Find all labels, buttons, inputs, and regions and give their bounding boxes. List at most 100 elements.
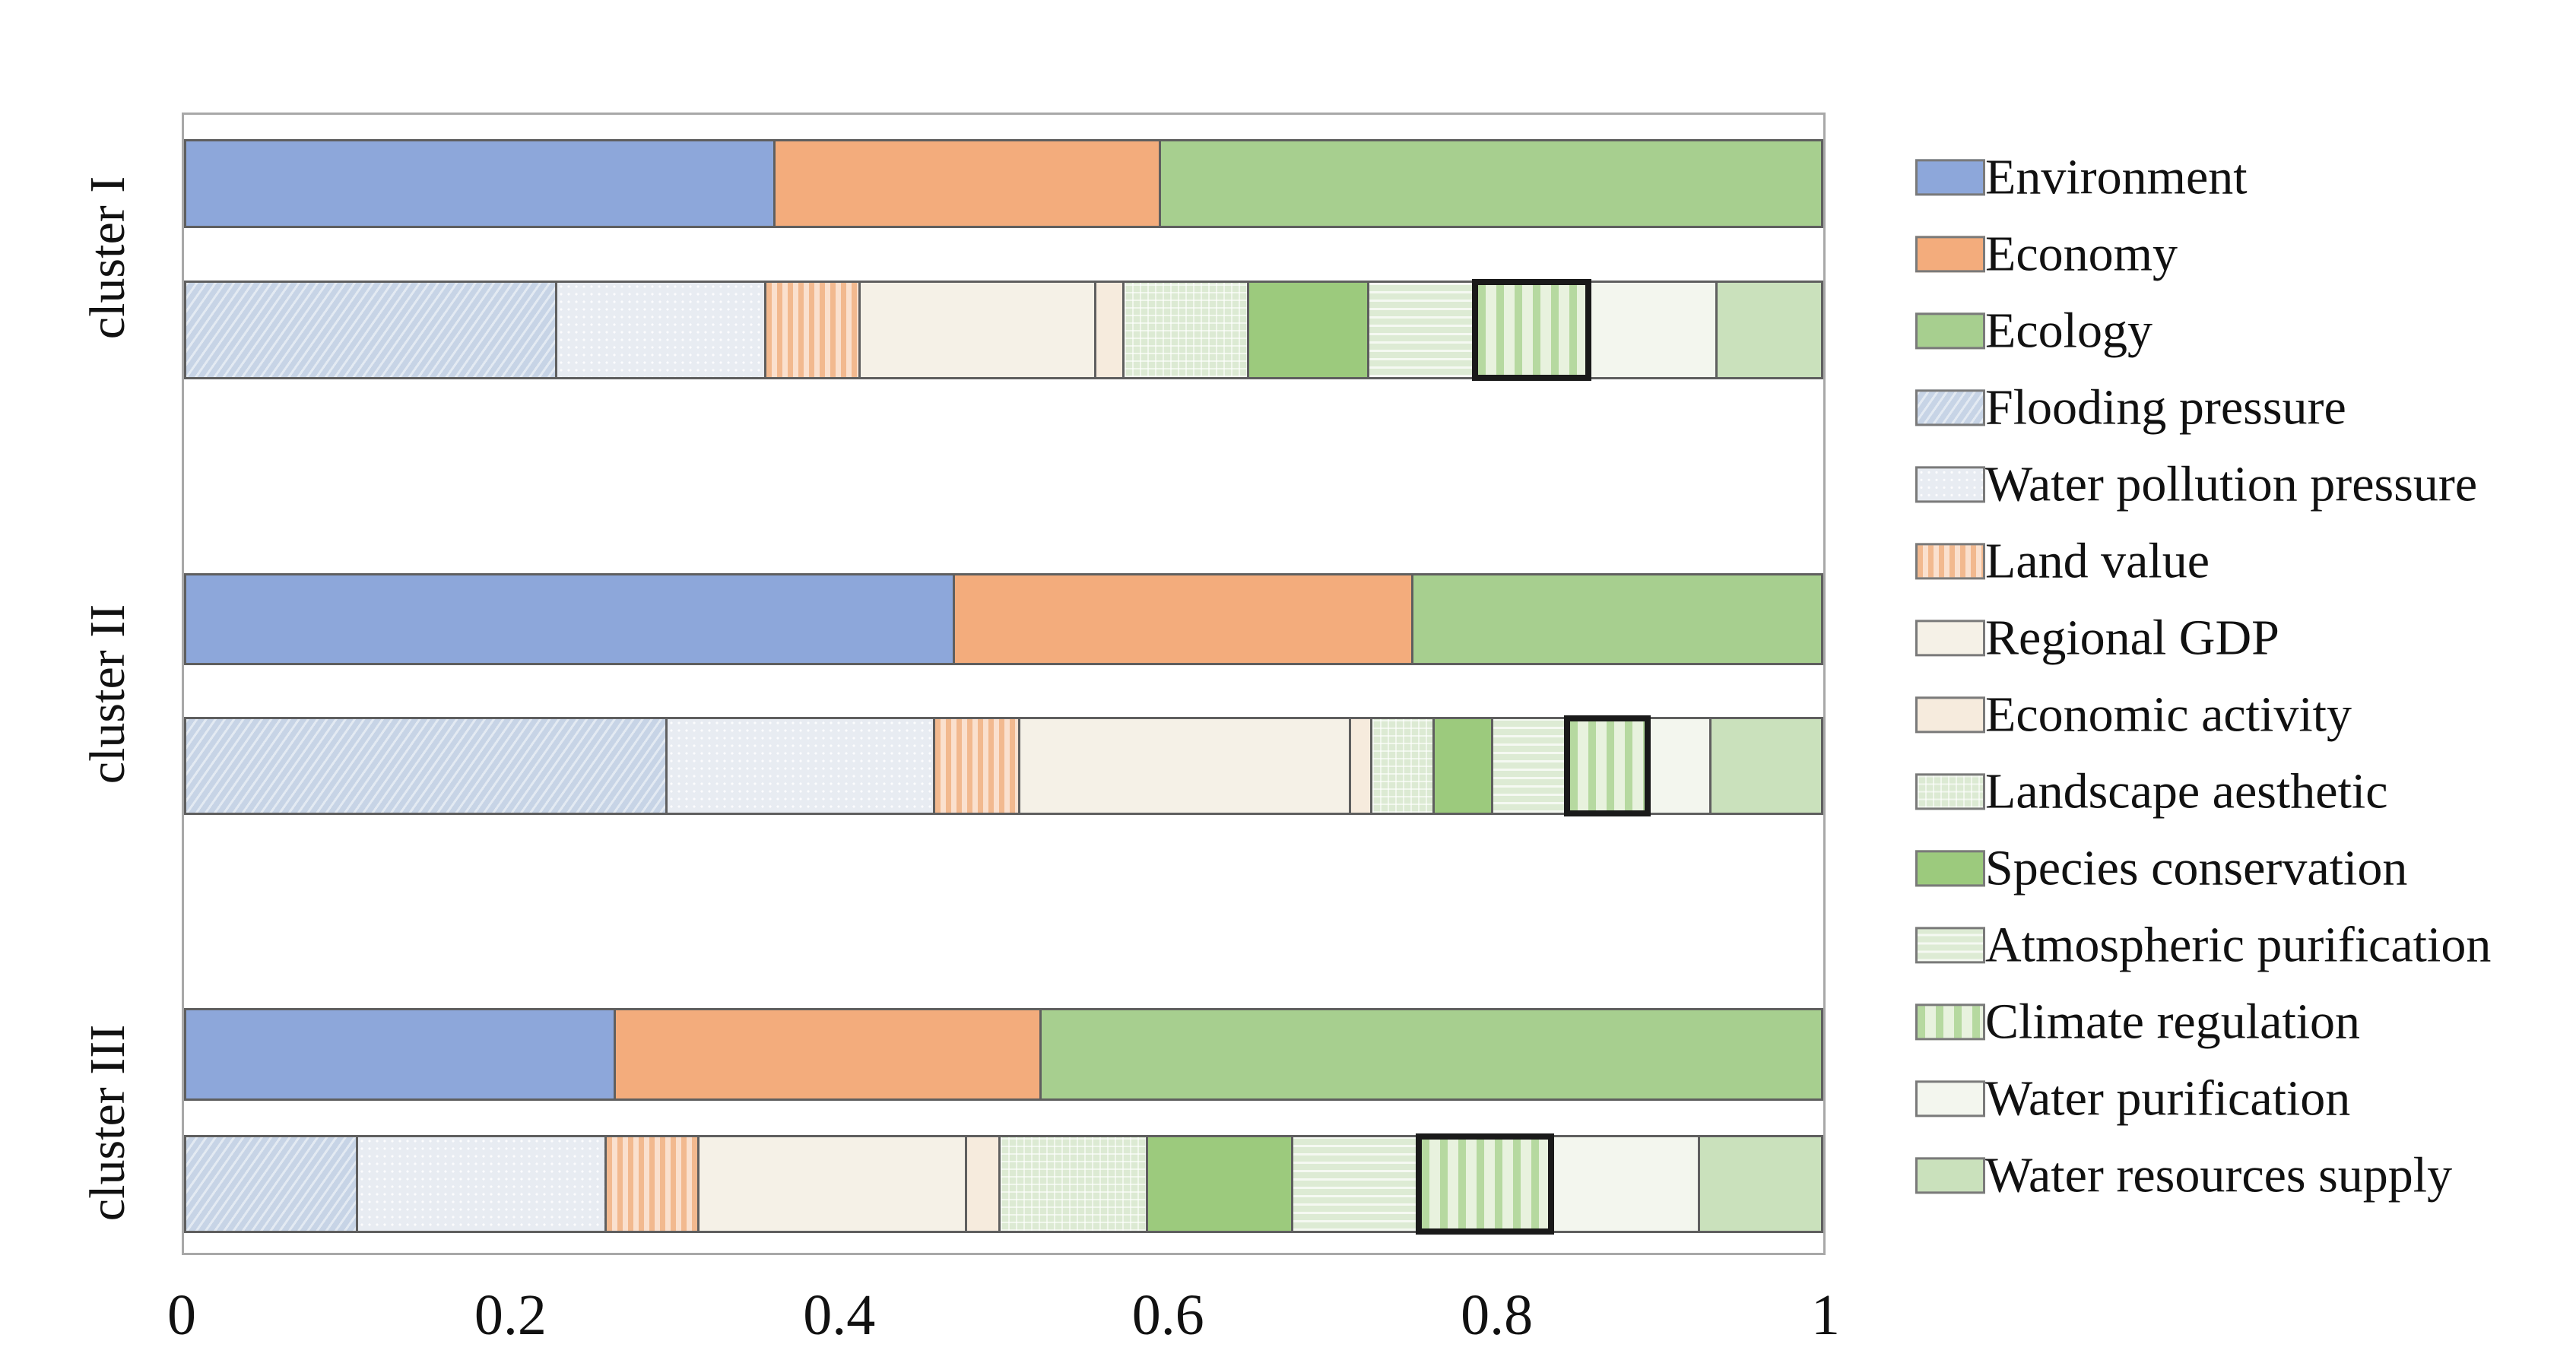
- legend-swatch-economy: [1915, 235, 1985, 272]
- land-value-segment: [604, 1137, 697, 1232]
- land-value-segment: [763, 283, 858, 377]
- legend-swatch-environment: [1915, 158, 1985, 195]
- legend-item-flooding-pressure: Flooding pressure: [1915, 379, 2346, 436]
- x-tick-label-0-2: 0.2: [474, 1283, 547, 1347]
- economy-segment: [613, 1010, 1040, 1098]
- legend-item-water-resources-supply: Water resources supply: [1915, 1147, 2453, 1203]
- x-tick-label-0: 0: [167, 1283, 196, 1347]
- legend-item-land-value: Land value: [1915, 533, 2210, 589]
- legend-item-regional-gdp: Regional GDP: [1915, 611, 2279, 664]
- legend-item-environment: Environment: [1915, 149, 2248, 205]
- legend-swatch-water-pollution-pressure: [1915, 465, 1985, 502]
- legend-label-atmospheric-purification: Atmospheric purification: [1985, 917, 2492, 973]
- cluster-iii-indicators-bar: [184, 1133, 1823, 1235]
- legend-item-atmospheric-purification: Atmospheric purification: [1915, 917, 2492, 973]
- water-pollution-pressure-segment: [355, 1137, 604, 1232]
- legend-label-landscape-aesthetic: Landscape aesthetic: [1985, 763, 2388, 819]
- legend-label-land-value: Land value: [1985, 533, 2210, 589]
- climate-regulation-segment: [1415, 1133, 1555, 1235]
- legend-item-water-purification: Water purification: [1915, 1070, 2351, 1127]
- legend-item-landscape-aesthetic: Landscape aesthetic: [1915, 763, 2388, 819]
- landscape-aesthetic-segment: [1122, 283, 1248, 377]
- economic-activity-segment: [965, 1137, 998, 1232]
- water-purification-segment: [1550, 1137, 1698, 1232]
- ecology-segment: [1039, 1010, 1821, 1098]
- x-tick-label-0-4: 0.4: [803, 1283, 876, 1347]
- legend-label-flooding-pressure: Flooding pressure: [1985, 379, 2346, 436]
- atmospheric-purification-segment: [1491, 718, 1568, 813]
- economic-activity-segment: [1094, 283, 1123, 377]
- climate-regulation-segment: [1471, 279, 1591, 381]
- flooding-pressure-segment: [186, 283, 556, 377]
- cluster-label-cluster-iii: cluster III: [80, 1024, 135, 1221]
- legend-label-water-purification: Water purification: [1985, 1070, 2351, 1127]
- water-pollution-pressure-segment: [555, 283, 764, 377]
- cluster-i-dimensions-bar: [184, 138, 1823, 229]
- ecology-segment: [1158, 141, 1821, 227]
- climate-regulation-segment: [1563, 715, 1651, 817]
- legend-swatch-water-resources-supply: [1915, 1156, 1985, 1194]
- legend-item-water-pollution-pressure: Water pollution pressure: [1915, 456, 2478, 512]
- landscape-aesthetic-segment: [1370, 718, 1432, 813]
- legend-swatch-ecology: [1915, 312, 1985, 349]
- economy-segment: [772, 141, 1159, 227]
- legend-swatch-species-conservation: [1915, 849, 1985, 886]
- cluster-ii-dimensions-bar: [184, 572, 1823, 666]
- economic-activity-segment: [1349, 718, 1371, 813]
- legend-swatch-water-purification: [1915, 1079, 1985, 1117]
- legend-swatch-atmospheric-purification: [1915, 926, 1985, 963]
- landscape-aesthetic-segment: [998, 1137, 1146, 1232]
- water-resources-supply-segment: [1697, 1137, 1821, 1232]
- legend-swatch-land-value: [1915, 542, 1985, 579]
- cluster-i-indicators-bar: [184, 279, 1823, 381]
- legend-item-ecology: Ecology: [1915, 304, 2152, 357]
- species-conservation-segment: [1432, 718, 1492, 813]
- legend-label-water-pollution-pressure: Water pollution pressure: [1985, 456, 2478, 512]
- economy-segment: [952, 575, 1411, 664]
- water-resources-supply-segment: [1708, 718, 1821, 813]
- flooding-pressure-segment: [186, 1137, 356, 1232]
- land-value-segment: [933, 718, 1018, 813]
- species-conservation-segment: [1247, 283, 1367, 377]
- legend-label-species-conservation: Species conservation: [1985, 840, 2408, 896]
- regional-gdp-segment: [696, 1137, 966, 1232]
- water-resources-supply-segment: [1715, 283, 1822, 377]
- ecology-segment: [1411, 575, 1821, 664]
- legend-label-economic-activity: Economic activity: [1985, 686, 2352, 743]
- legend-item-species-conservation: Species conservation: [1915, 840, 2408, 896]
- environment-segment: [186, 141, 773, 227]
- environment-segment: [186, 1010, 614, 1098]
- legend-label-environment: Environment: [1985, 149, 2248, 205]
- cluster-iii-dimensions-bar: [184, 1008, 1823, 1101]
- x-tick-label-0-6: 0.6: [1131, 1283, 1204, 1347]
- legend-label-climate-regulation: Climate regulation: [1985, 994, 2361, 1050]
- legend-item-economy: Economy: [1915, 226, 2178, 282]
- legend-label-regional-gdp: Regional GDP: [1985, 610, 2279, 666]
- x-tick-label-0-8: 0.8: [1461, 1283, 1534, 1347]
- water-pollution-pressure-segment: [665, 718, 934, 813]
- species-conservation-segment: [1145, 1137, 1292, 1232]
- legend-item-economic-activity: Economic activity: [1915, 686, 2352, 743]
- cluster-ii-indicators-bar: [184, 715, 1823, 817]
- atmospheric-purification-segment: [1366, 283, 1476, 377]
- legend-swatch-regional-gdp: [1915, 619, 1985, 656]
- regional-gdp-segment: [858, 283, 1095, 377]
- x-tick-label-1: 1: [1811, 1283, 1840, 1347]
- flooding-pressure-segment: [186, 718, 665, 813]
- cluster-label-cluster-i: cluster I: [80, 176, 135, 339]
- legend-label-ecology: Ecology: [1985, 303, 2152, 359]
- legend-swatch-landscape-aesthetic: [1915, 772, 1985, 810]
- legend-swatch-flooding-pressure: [1915, 388, 1985, 426]
- plot-area: [182, 113, 1826, 1255]
- environment-segment: [186, 575, 953, 664]
- atmospheric-purification-segment: [1291, 1137, 1420, 1232]
- water-purification-segment: [1587, 283, 1716, 377]
- legend-swatch-economic-activity: [1915, 696, 1985, 733]
- regional-gdp-segment: [1017, 718, 1350, 813]
- water-purification-segment: [1647, 718, 1709, 813]
- legend-swatch-climate-regulation: [1915, 1003, 1985, 1040]
- cluster-label-cluster-ii: cluster II: [80, 604, 135, 785]
- legend-label-economy: Economy: [1985, 226, 2178, 282]
- legend-label-water-resources-supply: Water resources supply: [1985, 1147, 2453, 1203]
